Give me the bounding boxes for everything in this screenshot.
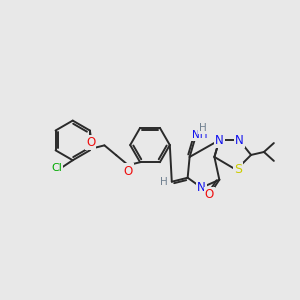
Text: S: S	[234, 163, 242, 176]
Text: H: H	[199, 123, 206, 133]
Text: O: O	[124, 165, 133, 178]
Text: N: N	[235, 134, 244, 147]
Text: H: H	[160, 177, 168, 187]
Text: Cl: Cl	[51, 163, 62, 173]
Text: N: N	[197, 181, 206, 194]
Text: O: O	[205, 188, 214, 201]
Text: NH: NH	[192, 130, 207, 140]
Text: O: O	[86, 136, 95, 149]
Text: N: N	[215, 134, 224, 147]
